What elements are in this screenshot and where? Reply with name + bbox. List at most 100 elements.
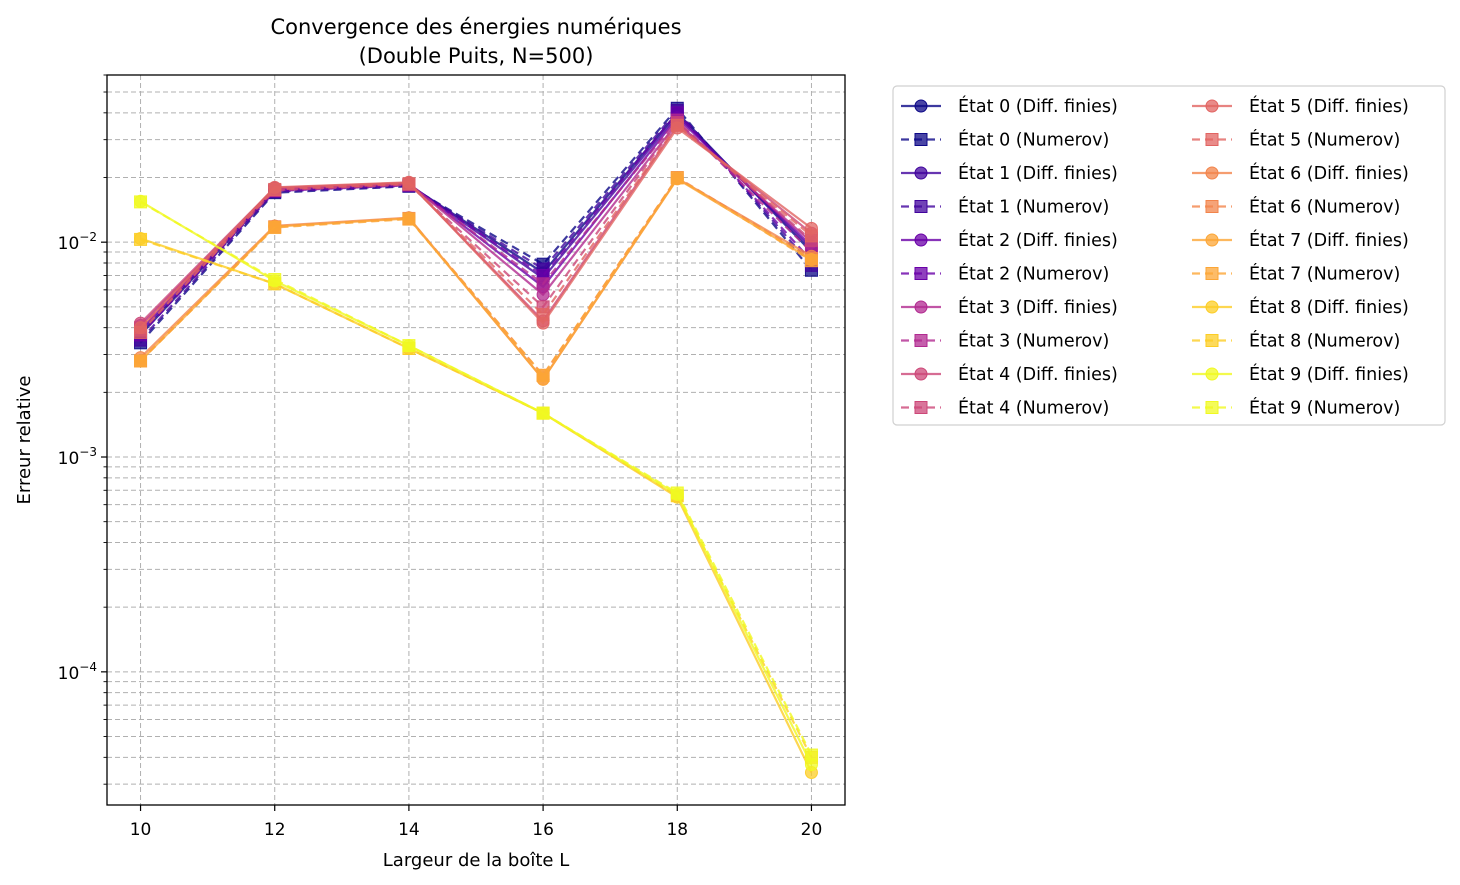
- legend-label: État 5 (Diff. finies): [1249, 95, 1409, 117]
- legend-swatch-marker: [1205, 133, 1219, 146]
- legend-swatch-marker: [1205, 401, 1219, 414]
- axes: 10 12 14 16 18 20 10−2 10−3 10−4: [58, 74, 823, 840]
- data-point: [804, 254, 818, 268]
- data-point: [402, 212, 416, 226]
- legend-item: État 7 (Diff. finies): [1192, 229, 1409, 251]
- legend-label: État 1 (Numerov): [958, 196, 1109, 218]
- legend-item: État 5 (Numerov): [1192, 129, 1400, 151]
- legend-item: État 8 (Numerov): [1192, 330, 1400, 352]
- legend-label: État 4 (Numerov): [958, 397, 1109, 419]
- legend-swatch-marker: [914, 401, 928, 414]
- series: [134, 118, 818, 339]
- legend: État 0 (Diff. finies) État 0 (Numerov) Éta…: [892, 85, 1446, 426]
- legend-swatch-marker: [914, 334, 928, 347]
- legend-label: État 7 (Numerov): [1249, 263, 1400, 285]
- legend-item: État 4 (Diff. finies): [901, 363, 1118, 385]
- legend-label: État 6 (Numerov): [1249, 196, 1400, 218]
- legend-label: État 7 (Diff. finies): [1249, 229, 1409, 251]
- x-tick-label: 16: [532, 820, 554, 840]
- data-point: [402, 339, 416, 353]
- legend-swatch-marker: [914, 267, 928, 280]
- legend-label: État 0 (Diff. finies): [958, 95, 1118, 117]
- legend-item: État 0 (Diff. finies): [901, 95, 1118, 117]
- plot-series: [134, 101, 818, 780]
- legend-label: État 3 (Diff. finies): [958, 296, 1118, 318]
- data-point: [670, 171, 684, 185]
- legend-label: État 5 (Numerov): [1249, 129, 1400, 151]
- legend-item: État 5 (Diff. finies): [1192, 95, 1409, 117]
- legend-swatch-marker: [914, 300, 928, 314]
- legend-label: État 3 (Numerov): [958, 330, 1109, 352]
- series: [134, 171, 818, 382]
- legend-label: État 9 (Numerov): [1249, 397, 1400, 419]
- legend-item: État 7 (Numerov): [1192, 263, 1400, 285]
- x-tick-label: 14: [398, 820, 420, 840]
- data-point: [536, 406, 550, 420]
- legend-item: État 6 (Diff. finies): [1192, 162, 1409, 184]
- legend-label: État 1 (Diff. finies): [958, 162, 1118, 184]
- legend-swatch-marker: [1205, 300, 1219, 314]
- legend-label: État 0 (Numerov): [958, 129, 1109, 151]
- legend-label: État 9 (Diff. finies): [1249, 363, 1409, 385]
- legend-item: État 0 (Numerov): [901, 129, 1109, 151]
- series-line: [139, 126, 813, 329]
- legend-swatch-marker: [1205, 367, 1219, 381]
- y-tick-label: 10−4: [58, 660, 97, 684]
- legend-item: État 4 (Numerov): [901, 397, 1109, 419]
- data-point: [536, 277, 550, 291]
- data-point: [536, 288, 550, 302]
- legend-item: État 6 (Numerov): [1192, 196, 1400, 218]
- data-point: [268, 273, 282, 287]
- legend-item: État 3 (Numerov): [901, 330, 1109, 352]
- legend-item: État 9 (Numerov): [1192, 397, 1400, 419]
- legend-label: État 2 (Numerov): [958, 263, 1109, 285]
- legend-item: État 8 (Diff. finies): [1192, 296, 1409, 318]
- data-point: [134, 232, 148, 246]
- legend-swatch-marker: [914, 133, 928, 146]
- data-point: [268, 221, 282, 235]
- legend-swatch-marker: [914, 200, 928, 213]
- chart-subtitle: (Double Puits, N=500): [359, 44, 594, 68]
- legend-item: État 3 (Diff. finies): [901, 296, 1118, 318]
- data-point: [134, 325, 148, 339]
- legend-swatch-marker: [1205, 334, 1219, 347]
- legend-label: État 6 (Diff. finies): [1249, 162, 1409, 184]
- series-line: [140, 238, 813, 758]
- plot-frame: [106, 74, 846, 806]
- legend-swatch-marker: [1205, 99, 1219, 113]
- legend-swatch-marker: [1205, 233, 1219, 247]
- data-point: [536, 308, 550, 322]
- data-point: [670, 118, 684, 132]
- legend-frame: [892, 85, 1446, 426]
- data-point: [402, 177, 416, 191]
- series-line: [139, 109, 813, 341]
- series: [134, 195, 818, 762]
- data-point: [268, 182, 282, 196]
- x-tick-label: 10: [130, 820, 152, 840]
- chart-title: Convergence des énergies numériques: [270, 15, 681, 39]
- data-point: [536, 368, 550, 382]
- legend-item: État 2 (Diff. finies): [901, 229, 1118, 251]
- x-tick-label: 20: [801, 820, 823, 840]
- legend-swatch-marker: [1205, 166, 1219, 180]
- grid: [107, 74, 845, 805]
- legend-item: État 2 (Numerov): [901, 263, 1109, 285]
- legend-item: État 1 (Numerov): [901, 196, 1109, 218]
- series-line: [139, 200, 813, 756]
- legend-item: État 1 (Diff. finies): [901, 162, 1118, 184]
- legend-swatch-marker: [914, 99, 928, 113]
- series-line: [139, 124, 813, 334]
- legend-swatch-marker: [1205, 267, 1219, 280]
- data-point: [804, 748, 818, 762]
- legend-label: État 8 (Diff. finies): [1249, 296, 1409, 318]
- x-axis-label: Largeur de la boîte L: [383, 850, 569, 871]
- data-point: [804, 229, 818, 243]
- legend-swatch-marker: [914, 367, 928, 381]
- x-tick-label: 18: [666, 820, 688, 840]
- legend-swatch-marker: [914, 233, 928, 247]
- y-axis-label: Erreur relative: [14, 376, 35, 505]
- legend-label: État 2 (Diff. finies): [958, 229, 1118, 251]
- legend-swatch-marker: [914, 166, 928, 180]
- legend-label: État 8 (Numerov): [1249, 330, 1400, 352]
- data-point: [134, 354, 148, 368]
